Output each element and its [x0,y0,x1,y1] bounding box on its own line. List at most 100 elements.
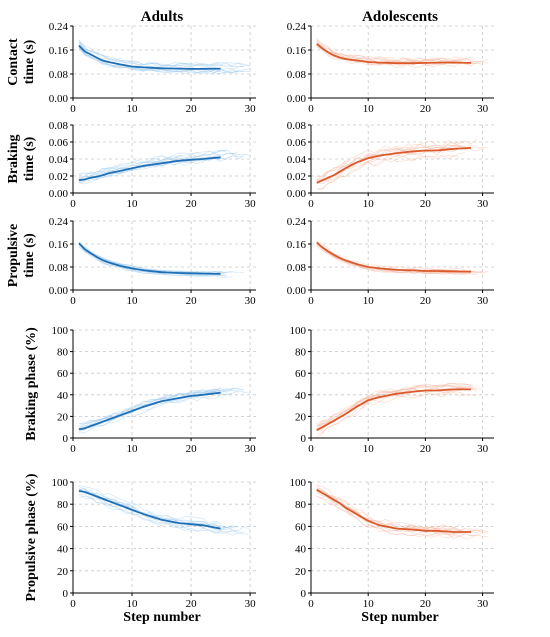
panel-propulsive-phase-adolescents: 0 10 20 30 0 20 40 60 80 100 [290,477,494,610]
panel-propulsive-adults: 0 10 20 30 0.00 0.08 0.16 0.24 [49,216,256,307]
trial-line [316,41,489,64]
y-tick-label: 0.08 [287,69,307,81]
y-tick-label: 0.06 [49,137,69,149]
x-tick-label: 30 [245,198,257,210]
y-tick-label: 0.16 [49,239,69,251]
y-tick-label: 0 [63,588,69,600]
trial-line [78,486,221,526]
trial-line [78,488,239,529]
y-tick-label: 100 [52,325,69,337]
mean-line [316,388,472,432]
mean-line [316,147,472,184]
y-tick-label: 0.02 [49,171,68,183]
y-tick-label: 80 [295,499,307,511]
row-label-3-line-2: time (s) [22,233,37,278]
x-tick-label: 0 [308,598,314,610]
y-tick-label: 40 [295,544,307,556]
y-tick-label: 0.08 [287,120,307,132]
x-tick-label: 30 [477,598,489,610]
y-tick-label: 0 [301,433,307,445]
mean-line [78,490,221,530]
y-tick-label: 0.08 [49,69,69,81]
panel-braking-phase-adolescents: 0 10 20 30 0 20 40 60 80 100 [290,325,494,455]
trial-line [78,388,227,425]
trial-line [78,390,251,431]
column-title-adolescents: Adolescents [362,9,438,25]
x-tick-label: 0 [70,598,76,610]
trial-line [78,394,221,434]
x-tick-label: 20 [420,295,432,307]
y-tick-label: 40 [295,390,307,402]
y-tick-label: 20 [57,411,69,423]
y-tick-label: 0 [301,588,307,600]
x-tick-label: 10 [127,295,139,307]
trial-line [316,391,466,435]
y-tick-label: 0.08 [49,120,69,132]
trial-line [316,241,483,273]
x-tick-label: 0 [308,103,314,115]
y-tick-label: 60 [295,368,307,380]
x-tick-label: 20 [420,598,432,610]
trial-line [78,40,233,67]
x-tick-label: 30 [245,103,257,115]
y-tick-label: 0.08 [49,262,69,274]
x-tick-label: 30 [245,295,257,307]
y-tick-label: 0.00 [287,285,307,297]
panel-braking-adults: 0 10 20 30 0.00 0.02 0.04 0.06 0.08 [49,120,256,210]
x-tick-label: 20 [186,443,198,455]
y-tick-label: 0.04 [49,154,69,166]
trial-line [316,490,477,537]
x-tick-label: 20 [420,443,432,455]
x-tick-label: 10 [363,598,375,610]
y-tick-label: 0.08 [287,262,307,274]
x-tick-label: 30 [477,443,489,455]
panel-contact-adolescents: 0 10 20 30 0.00 0.08 0.16 0.24 [287,21,494,115]
trial-line [316,492,483,536]
trial-line [316,152,466,189]
trial-line [316,382,477,426]
panel-contact-adults: 0 10 20 30 0.00 0.08 0.16 0.24 [49,21,256,115]
row-label-2-line-2: time (s) [22,136,37,181]
panel-propulsive-phase-adults: 0 10 20 30 0 20 40 60 80 100 [52,477,257,610]
mean-line [316,489,472,533]
x-tick-label: 10 [127,198,139,210]
x-tick-label: 10 [363,103,375,115]
x-tick-label: 10 [127,443,139,455]
y-tick-label: 60 [57,368,69,380]
x-tick-label: 30 [245,598,257,610]
row-labels: Contact time (s)Braking time (s)Propulsive… [6,38,39,602]
x-tick-label: 0 [70,103,76,115]
trial-line [78,393,233,433]
x-tick-label: 30 [477,198,489,210]
y-tick-label: 20 [57,566,69,578]
trial-line [78,153,221,180]
trial-line [78,392,221,431]
x-tick-label: 20 [420,103,432,115]
trial-line [316,143,460,181]
column-title-adults: Adults [141,9,184,25]
trial-line [316,154,460,191]
trial-line [78,485,221,524]
panel-braking-phase-adults: 0 10 20 30 0 20 40 60 80 100 [52,325,257,455]
mean-line [78,156,221,182]
x-tick-label: 10 [363,295,375,307]
y-tick-label: 0.00 [49,285,69,297]
x-tick-label: 0 [308,443,314,455]
y-tick-label: 80 [57,499,69,511]
x-axis-label-adults: Step number [123,610,200,625]
x-tick-label: 0 [70,443,76,455]
trial-line [316,46,460,69]
y-tick-label: 80 [295,347,307,359]
trial-line [316,141,466,181]
trial-line [316,242,477,274]
trial-line [316,38,477,61]
y-tick-label: 0.24 [49,21,69,33]
trial-line [316,142,466,180]
y-tick-label: 80 [57,347,69,359]
y-tick-label: 20 [295,411,307,423]
x-axis-label-adolescents: Step number [361,610,438,625]
y-tick-label: 0.16 [287,45,307,57]
x-tick-label: 30 [245,443,257,455]
trial-line [78,149,227,175]
